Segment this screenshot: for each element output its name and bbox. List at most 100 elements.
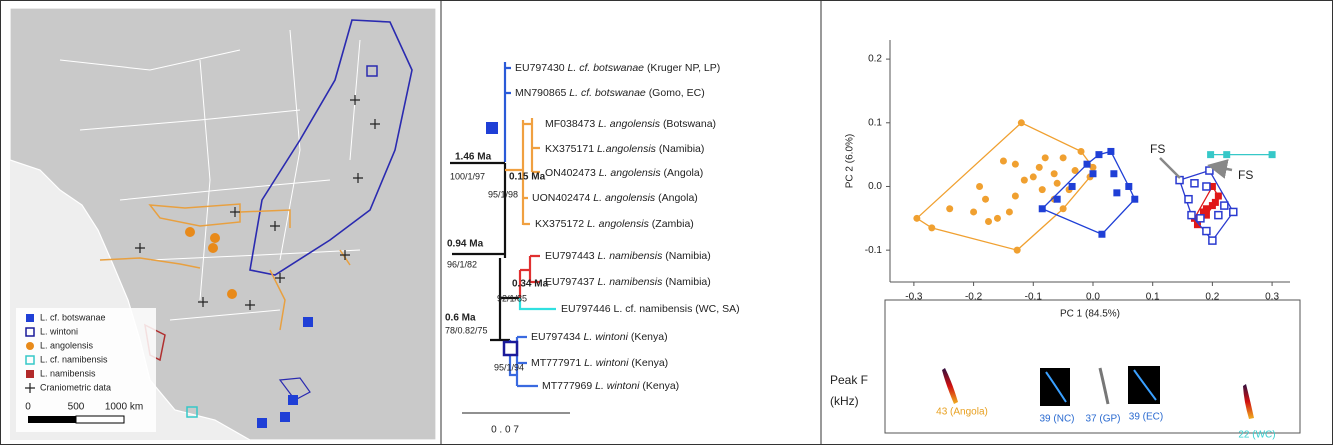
legend-label: L. angolensis <box>40 340 94 350</box>
leaf-locality: (Angola) <box>664 167 704 179</box>
tree-leaf: EU797443 L. namibensis (Namibia) <box>545 250 711 262</box>
point <box>1197 215 1204 222</box>
leaf-species: L. wintoni <box>584 331 629 343</box>
calls-axis-label: Peak F <box>830 373 868 387</box>
point <box>1125 183 1132 190</box>
point <box>982 196 989 203</box>
point <box>1018 119 1025 126</box>
point <box>1113 189 1120 196</box>
leaf-id: EU797430 <box>515 62 565 74</box>
point <box>1042 154 1049 161</box>
y-tick-label: -0.1 <box>865 245 883 256</box>
legend-label: L. cf. botswanae <box>40 312 106 322</box>
node-age: 1.46 Ma <box>455 152 492 163</box>
point <box>1098 231 1105 238</box>
leaf-id: MT777971 <box>531 357 581 369</box>
x-tick-label: -0.2 <box>965 292 983 303</box>
tree-leaf: MT777969 L. wintoni (Kenya) <box>542 380 679 392</box>
legend-symbol <box>26 342 34 350</box>
point <box>985 218 992 225</box>
tree-leaf: EU797446 L. cf. namibensis (WC, SA) <box>561 303 740 315</box>
leaf-id: EU797446 <box>561 303 611 315</box>
tree-leaf: ON402473 L. angolensis (Angola) <box>545 167 703 179</box>
node-support: 92/1/85 <box>497 293 527 303</box>
leaf-species: L. cf. botswanae <box>568 62 645 74</box>
leaf-locality: (Kenya) <box>631 331 668 343</box>
point <box>1188 212 1195 219</box>
point <box>1051 170 1058 177</box>
point <box>1206 167 1213 174</box>
legend-label: L. cf. namibensis <box>40 354 108 364</box>
map-point <box>227 289 237 299</box>
point <box>1089 170 1096 177</box>
tree-clade-marker <box>504 342 517 355</box>
point <box>1054 180 1061 187</box>
leaf-id: KX375171 <box>545 143 594 155</box>
x-tick-label: 0.2 <box>1205 292 1219 303</box>
node-support: 95/1/94 <box>494 362 524 372</box>
node-support: 78/0.82/75 <box>445 325 488 335</box>
leaf-id: MN790865 <box>515 87 567 99</box>
point <box>1212 199 1219 206</box>
point <box>1039 205 1046 212</box>
leaf-locality: (Botswana) <box>663 118 716 130</box>
point <box>1095 151 1102 158</box>
point <box>1030 173 1037 180</box>
legend-label: L. namibensis <box>40 368 96 378</box>
point <box>1110 170 1117 177</box>
point <box>976 183 983 190</box>
point <box>1230 208 1237 215</box>
leaf-species: L. cf. namibensis <box>614 303 693 315</box>
legend-symbol <box>26 370 34 378</box>
map-point <box>257 418 267 428</box>
tree-clade-marker <box>486 122 498 134</box>
leaf-locality: (Angola) <box>658 192 698 204</box>
point <box>1185 196 1192 203</box>
point <box>1191 180 1198 187</box>
tree-scale-label: 0 . 0 7 <box>491 425 519 436</box>
map-point <box>185 227 195 237</box>
point <box>1012 161 1019 168</box>
point <box>1203 205 1210 212</box>
leaf-id: ON402473 <box>545 167 596 179</box>
point <box>1089 164 1096 171</box>
point <box>1107 148 1114 155</box>
leaf-species: L. namibensis <box>598 276 664 288</box>
point <box>1060 154 1067 161</box>
map-point <box>303 317 313 327</box>
scale-bar <box>28 416 76 423</box>
tree-leaf: MF038473 L. angolensis (Botswana) <box>545 118 716 130</box>
point <box>1060 205 1067 212</box>
point <box>1006 208 1013 215</box>
scale-label: 0 <box>25 402 31 413</box>
leaf-locality: (Namibia) <box>659 143 705 155</box>
call-label: 22 (WC) <box>1238 430 1275 441</box>
point <box>1209 237 1216 244</box>
point <box>928 224 935 231</box>
point <box>913 215 920 222</box>
x-tick-label: 0.3 <box>1265 292 1279 303</box>
leaf-id: UON402474 <box>532 192 591 204</box>
x-tick-label: -0.1 <box>1025 292 1043 303</box>
x-axis-label: PC 1 (84.5%) <box>1060 309 1120 320</box>
point <box>1215 212 1222 219</box>
node-support: 100/1/97 <box>450 171 485 181</box>
point <box>994 215 1001 222</box>
node-age: 0.34 Ma <box>512 279 549 290</box>
leaf-locality: (Namibia) <box>665 276 711 288</box>
point <box>1215 193 1222 200</box>
point <box>1203 183 1210 190</box>
y-tick-label: 0.2 <box>868 54 882 65</box>
leaf-species: L. wintoni <box>595 380 640 392</box>
tree-leaf: KX375172 L. angolensis (Zambia) <box>535 218 694 230</box>
point <box>1039 186 1046 193</box>
point <box>1078 148 1085 155</box>
leaf-id: EU797434 <box>531 331 581 343</box>
scale-label: 500 <box>68 402 85 413</box>
point <box>1014 247 1021 254</box>
node-support: 96/1/82 <box>447 259 477 269</box>
leaf-locality: (Kenya) <box>631 357 668 369</box>
map-point <box>288 395 298 405</box>
tree-leaf: KX375171 L.angolensis (Namibia) <box>545 143 704 155</box>
call-label: 43 (Angola) <box>936 407 988 418</box>
